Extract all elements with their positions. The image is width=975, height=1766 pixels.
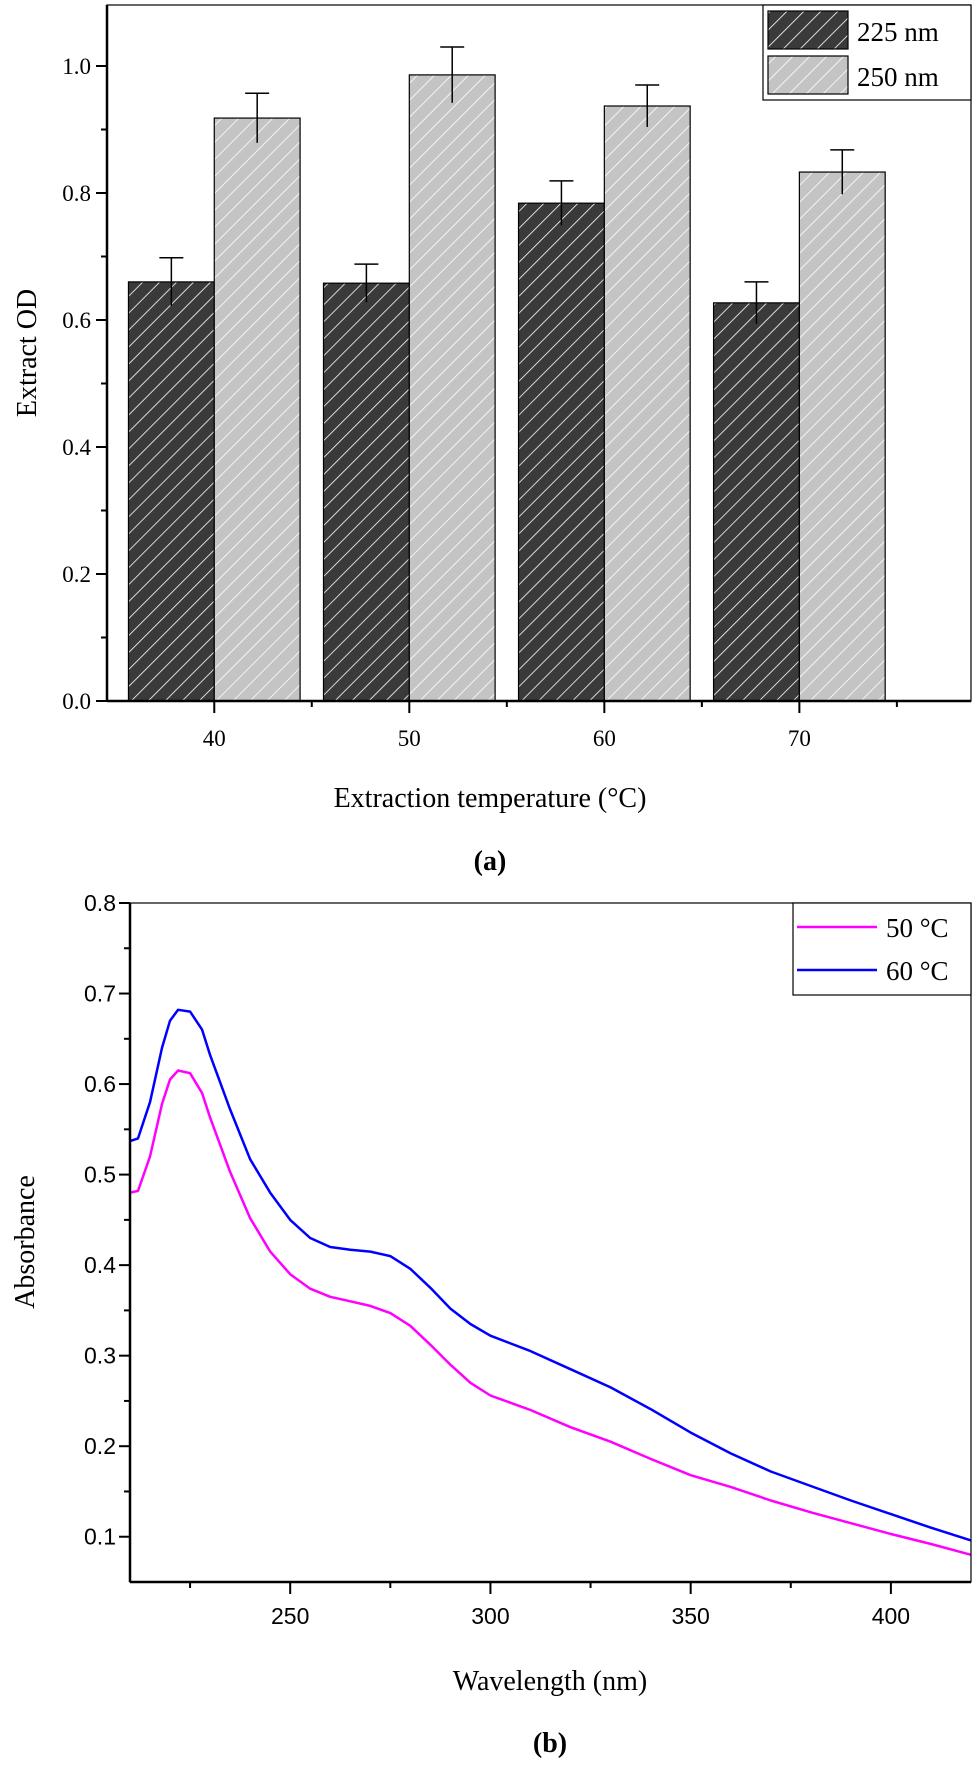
y-tick-label: 0.3 [84, 1343, 116, 1369]
x-tick-label: 400 [872, 1603, 910, 1629]
legend-swatch-225nm [767, 10, 849, 50]
legend-label-225nm: 225 nm [857, 17, 939, 47]
y-tick-label: 0.7 [84, 981, 116, 1007]
bar-225nm-40 [127, 281, 215, 702]
y-tick-label: 0.4 [84, 1252, 116, 1278]
y-tick-label: 0.5 [84, 1162, 116, 1188]
y-tick-label: 0.4 [62, 435, 91, 460]
panel-label-a: (a) [474, 846, 507, 877]
y-tick-label: 0.6 [62, 308, 91, 333]
y-tick-label: 0.2 [62, 562, 91, 587]
y-tick-label: 0.1 [84, 1524, 116, 1550]
legend-label-50c: 50 °C [886, 913, 949, 943]
y-tick-label: 0.2 [84, 1433, 116, 1459]
bar-chart-panel-a: 0.0 0.2 0.4 0.6 0.8 1.0 40 50 60 70 Extract OD Ex… [12, 4, 972, 877]
legend: 225 nm 250 nm [762, 4, 972, 101]
y-axis-title: Absorbance [10, 1175, 41, 1309]
legend: 50 °C 60 °C [792, 902, 972, 996]
x-tick-label: 70 [788, 726, 811, 751]
bar-250nm-60 [603, 105, 691, 702]
legend-swatch-250nm [767, 55, 849, 95]
x-tick-label: 60 [593, 726, 616, 751]
x-tick-label: 300 [471, 1603, 509, 1629]
series-line-50C [129, 1069, 972, 1557]
x-tick-label: 350 [671, 1603, 709, 1629]
bar-250nm-70 [798, 171, 886, 702]
x-axis-title: Wavelength (nm) [453, 1666, 647, 1697]
x-tick-label: 250 [271, 1603, 309, 1629]
bar-250nm-50 [408, 74, 496, 702]
legend-label-60c: 60 °C [886, 956, 949, 986]
y-tick-label: 1.0 [62, 54, 91, 79]
x-tick-label: 40 [203, 726, 226, 751]
y-tick-label: 0.8 [62, 181, 91, 206]
y-tick-label: 0.8 [84, 890, 116, 916]
legend-box [792, 902, 972, 996]
bar-225nm-60 [517, 202, 605, 702]
bar-225nm-70 [712, 302, 800, 702]
plot-frame [129, 902, 972, 1583]
legend-label-250nm: 250 nm [857, 62, 939, 92]
y-tick-label: 0.6 [84, 1071, 116, 1097]
x-axis-title: Extraction temperature (°C) [334, 783, 647, 814]
series-line-60C [129, 1008, 972, 1542]
panel-label-b: (b) [533, 1728, 567, 1759]
x-tick-label: 50 [398, 726, 421, 751]
bar-225nm-50 [322, 282, 410, 702]
y-axis-title: Extract OD [12, 289, 43, 417]
bar-250nm-40 [213, 117, 301, 702]
line-chart-panel-b: 0.1 0.2 0.3 0.4 0.5 0.6 0.7 0.8 250 300 350 400 Abs… [10, 890, 972, 1759]
y-tick-label: 0.0 [62, 689, 91, 714]
